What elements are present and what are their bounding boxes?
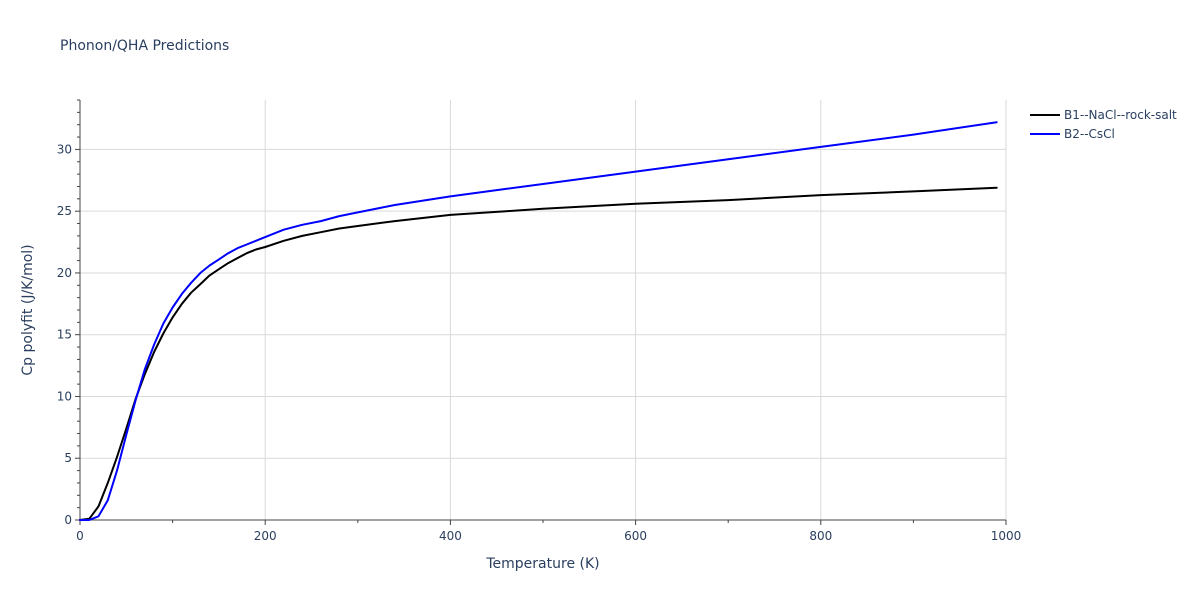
legend-label: B2--CsCl [1064,127,1115,141]
x-tick-label: 200 [254,529,277,543]
y-tick-label: 5 [64,451,72,465]
y-tick-label: 10 [57,389,72,403]
x-tick-label: 600 [624,529,647,543]
grid [80,100,1007,520]
x-tick-label: 0 [76,529,84,543]
legend: B1--NaCl--rock-salt B2--CsCl [1030,108,1177,141]
y-axis-title: Cp polyfit (J/K/mol) [20,244,36,375]
y-tick-label: 20 [57,266,72,280]
plot-area [79,121,998,521]
legend-label: B1--NaCl--rock-salt [1064,108,1177,122]
y-tick-label: 0 [64,513,72,527]
chart-title: Phonon/QHA Predictions [60,38,229,54]
x-tick-label: 1000 [991,529,1022,543]
x-tick-label: 800 [809,529,832,543]
series-line-2 [79,121,998,521]
y-tick-label: 30 [57,142,72,156]
x-tick-label: 400 [439,529,462,543]
y-tick-label: 15 [57,328,72,342]
y-tick-label: 25 [57,204,72,218]
axes: 0 200 400 600 800 1000 0 5 10 15 20 25 30 [57,99,1022,543]
x-axis-title: Temperature (K) [485,556,599,572]
series-line-1 [79,186,998,521]
